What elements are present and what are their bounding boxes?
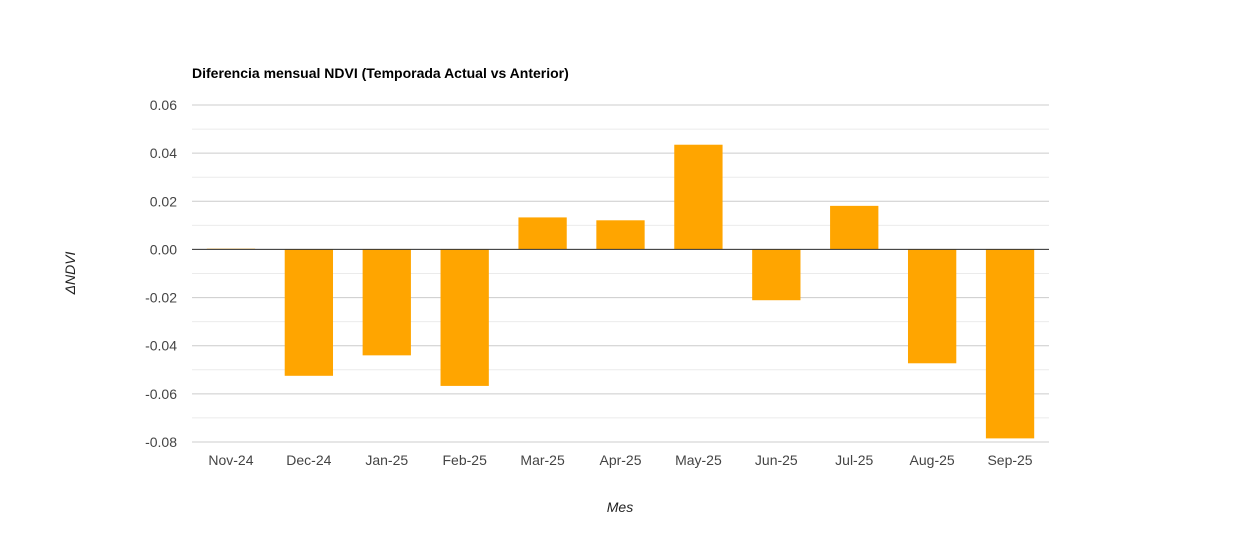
y-tick-label: -0.04 — [145, 338, 177, 354]
x-tick-label: Aug-25 — [910, 452, 955, 468]
x-axis-ticks: Nov-24 Dec-24 Jan-25 Feb-25 Mar-25 Apr-25 May-… — [208, 452, 1032, 468]
x-axis-label: Mes — [607, 499, 633, 515]
x-tick-label: Apr-25 — [599, 452, 641, 468]
y-tick-label: -0.02 — [145, 290, 177, 306]
bar — [830, 205, 879, 250]
bars — [206, 144, 1035, 439]
x-tick-label: Jun-25 — [755, 452, 798, 468]
y-tick-label: -0.06 — [145, 386, 177, 402]
y-tick-label: -0.08 — [145, 434, 177, 450]
x-tick-label: May-25 — [675, 452, 722, 468]
bar — [440, 249, 489, 386]
x-tick-label: Mar-25 — [520, 452, 565, 468]
y-axis-ticks: 0.06 0.04 0.02 0.00 -0.02 -0.04 -0.06 -0.08 — [145, 97, 177, 450]
bar — [985, 249, 1035, 439]
x-tick-label: Sep-25 — [987, 452, 1032, 468]
bar — [907, 249, 957, 364]
y-tick-label: 0.00 — [150, 241, 177, 257]
x-tick-label: Jul-25 — [835, 452, 873, 468]
y-tick-label: 0.02 — [150, 193, 177, 209]
bar — [518, 217, 567, 250]
y-tick-label: 0.04 — [150, 145, 177, 161]
bar — [674, 144, 723, 250]
bar — [752, 249, 801, 301]
y-axis-label: ΔNDVI — [62, 251, 78, 295]
x-tick-label: Nov-24 — [208, 452, 253, 468]
y-tick-label: 0.06 — [150, 97, 177, 113]
bar — [284, 249, 334, 376]
x-tick-label: Dec-24 — [286, 452, 331, 468]
chart-title: Diferencia mensual NDVI (Temporada Actua… — [192, 65, 569, 81]
x-tick-label: Jan-25 — [365, 452, 408, 468]
bar — [596, 220, 645, 250]
x-tick-label: Feb-25 — [443, 452, 488, 468]
bar — [362, 249, 411, 356]
